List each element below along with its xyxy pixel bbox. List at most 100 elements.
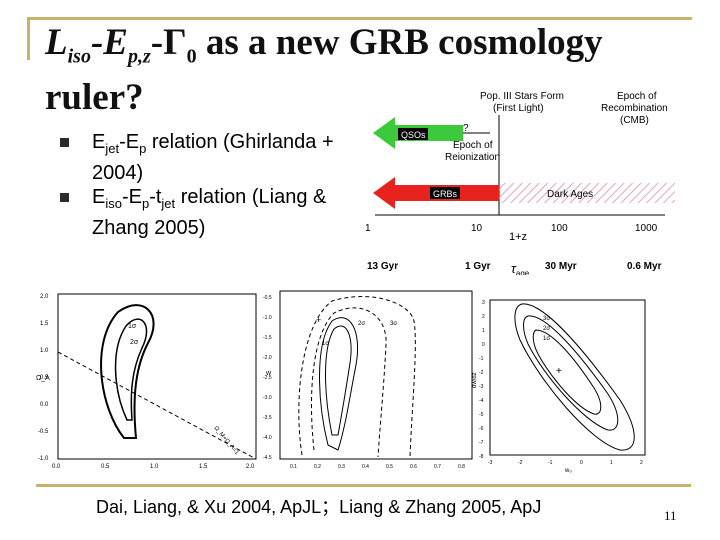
dwdz-w0-contour-plot: dw/dz 3 2 1 0 -1 -2 -3 -4 -5 -6 -7 -8 -3…	[472, 299, 646, 474]
ytick: 1	[482, 328, 485, 334]
ylabel-dwdz: dw/dz	[472, 372, 478, 388]
slide-title: Liso-Ep,z-Γ0 as a new GRB cosmology rule…	[45, 22, 603, 119]
grb-label: GRBs	[433, 189, 458, 199]
ytick: -5	[479, 412, 484, 418]
xtick: 0.8	[458, 464, 465, 470]
title-frame-vertical	[27, 17, 30, 60]
contour-3sigma	[514, 303, 635, 451]
contour-1sigma	[114, 318, 148, 421]
reion-question-mark: ?	[463, 123, 469, 134]
ytick: -1.5	[263, 335, 272, 341]
best-fit-marker: +	[556, 366, 562, 377]
xtick: 2.0	[246, 464, 255, 470]
ytick: -2.0	[263, 355, 272, 361]
ytick: 2.0	[40, 294, 49, 300]
contour-2sigma	[100, 304, 155, 439]
xtick: 0.1	[290, 464, 297, 470]
ylabel-omega-lambda: Ω_Λ	[36, 375, 50, 382]
ytick: -1.0	[263, 315, 272, 321]
contour-label-2sigma: 2σ	[358, 321, 365, 327]
z-tick-1000: 1000	[635, 223, 658, 234]
contour-label-1sigma: 1σ	[128, 323, 137, 330]
ytick: -4.0	[263, 435, 272, 441]
grb-label-box	[430, 187, 460, 199]
title-frame-horizontal	[27, 17, 692, 20]
ytick: -0.5	[263, 295, 272, 301]
xtick: -1	[548, 460, 553, 466]
w-omega-contour-plot: w -0.5 -1.0 -1.5 -2.0 -2.5 -3.0 -3.5 -4.…	[263, 290, 473, 470]
contour-2sigma-solid	[319, 317, 359, 451]
xtick: -3	[488, 460, 493, 466]
reion-label-2: Reionization	[445, 152, 500, 163]
ytick: -0.5	[38, 429, 49, 435]
ytick: -4.5	[263, 455, 272, 461]
dark-ages-band	[499, 183, 675, 203]
ytick: -6	[479, 426, 484, 432]
footer-rule	[36, 484, 691, 487]
bullet-item-eiso-ep-tjet: Eiso-Ep-tjet relation (Liang & Zhang 200…	[60, 185, 360, 240]
ytick: 1.5	[40, 321, 49, 327]
xtick: 0.5	[386, 464, 393, 470]
contour-label-1sigma: 1σ	[543, 336, 550, 342]
age-tick-30myr: 30 Myr	[545, 261, 577, 272]
xtick: 1.5	[199, 464, 208, 470]
page-number: 11	[664, 508, 677, 523]
xtick: 0.7	[434, 464, 441, 470]
xtick: -2	[518, 460, 523, 466]
bullet-square-icon	[60, 138, 69, 147]
bullet-square-icon	[60, 193, 69, 202]
age-axis-label: τage	[511, 261, 530, 275]
xtick: 1.0	[150, 464, 159, 470]
ytick: -1	[479, 356, 484, 362]
z-tick-10: 10	[471, 223, 483, 234]
z-axis-label: 1+z	[509, 231, 527, 243]
age-tick-06myr: 0.6 Myr	[627, 261, 662, 272]
xtick: 0	[580, 460, 583, 466]
ytick: -7	[479, 440, 484, 446]
contour-1sigma	[532, 329, 602, 415]
citation-text: Dai, Liang, & Xu 2004, ApJL；Liang & Zhan…	[96, 497, 542, 517]
contour-1sigma	[325, 325, 352, 436]
age-tick-13gyr: 13 Gyr	[367, 261, 398, 272]
z-tick-1: 1	[365, 223, 371, 234]
ytick: -3.5	[263, 415, 272, 421]
plot-frame	[57, 293, 257, 460]
contour-2sigma	[523, 315, 619, 431]
bullet-item-ejet-ep: Ejet-Ep relation (Ghirlanda + 2004)	[60, 130, 360, 185]
plot-frame	[489, 299, 646, 456]
ytick: 1.0	[40, 348, 49, 354]
ytick: 2	[482, 314, 485, 320]
ytick: -2	[479, 370, 484, 376]
ytick: 0.0	[40, 402, 49, 408]
xtick: 0.0	[52, 464, 61, 470]
ytick: -3.0	[263, 395, 272, 401]
best-fit-marker: +	[316, 315, 321, 325]
qso-label: QSOs	[401, 130, 426, 140]
reion-label-1: Epoch of	[453, 140, 493, 151]
ytick: -1.0	[38, 456, 49, 462]
contour-label-3sigma: 3σ	[543, 316, 550, 322]
xtick: 1	[610, 460, 613, 466]
contour-label-2sigma: 2σ	[130, 339, 139, 346]
xtick: 0.3	[338, 464, 345, 470]
timeline-header-right: Epoch of	[617, 91, 657, 102]
timeline-header-right-sub1: Recombination	[601, 103, 668, 114]
xtick: 2	[640, 460, 643, 466]
contour-label-1sigma: 1σ	[322, 341, 329, 347]
xtick: 0.2	[314, 464, 321, 470]
qso-label-box	[398, 128, 428, 140]
bullet-list: Ejet-Ep relation (Ghirlanda + 2004) Eiso…	[60, 130, 360, 240]
timeline-header-left: Pop. III Stars Form	[480, 91, 564, 102]
plot-frame	[279, 290, 473, 460]
ytick: -8	[479, 454, 484, 460]
omega-lambda-contour-plot: Ω_Λ 2.0 1.5 1.0 0.5 0.0 -0.5 -1.0 0.0 0.…	[36, 293, 257, 470]
contour-2sigma	[311, 307, 387, 458]
timeline-header-left-sub: (First Light)	[493, 103, 544, 114]
xtick: 0.4	[362, 464, 369, 470]
flat-universe-label: Ω_M+Ω_Λ=1	[212, 425, 240, 456]
ytick: -2.5	[263, 375, 272, 381]
cosmic-timeline-figure: Pop. III Stars Form (First Light) Epoch …	[365, 91, 675, 275]
contour-label-2sigma: 2σ	[543, 326, 550, 332]
xtick: 0.6	[410, 464, 417, 470]
age-tick-1gyr: 1 Gyr	[465, 261, 491, 272]
